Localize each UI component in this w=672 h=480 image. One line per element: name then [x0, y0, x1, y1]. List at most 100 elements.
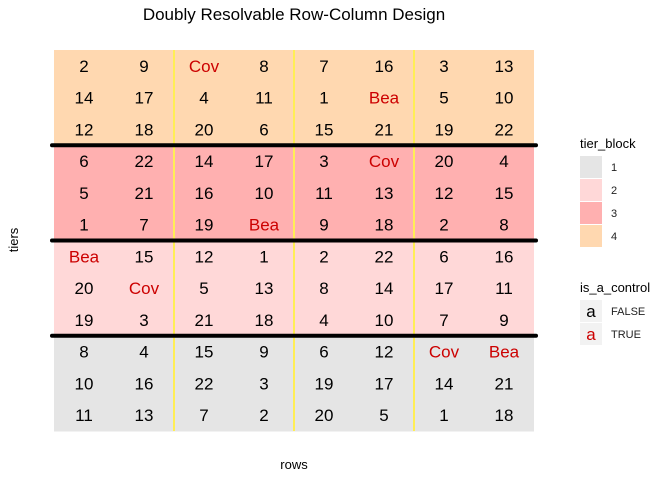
cell-label: 9: [499, 311, 508, 330]
cell-label: 1: [319, 89, 328, 108]
cell-label: 1: [259, 247, 268, 266]
cell-label: Cov: [189, 57, 220, 76]
cell-label: 2: [79, 57, 88, 76]
cell-label: 18: [135, 120, 154, 139]
legend-key-label: 4: [611, 231, 617, 243]
cell-label: 19: [75, 311, 94, 330]
legend-title-tier-block: tier_block: [580, 136, 636, 151]
cell-label: 20: [315, 406, 334, 425]
cell-label: 7: [319, 57, 328, 76]
cell-label: 11: [315, 184, 333, 203]
legend-key-swatch: [580, 179, 602, 201]
cell-label: 4: [319, 311, 328, 330]
cell-label: 20: [75, 279, 94, 298]
cell-label: 5: [439, 89, 448, 108]
cell-label: 22: [375, 247, 394, 266]
cell-label: 16: [495, 247, 514, 266]
cell-label: 8: [499, 216, 508, 235]
cell-label: 9: [319, 216, 328, 235]
legend-key-label: 2: [611, 185, 617, 197]
cell-label: 11: [495, 279, 513, 298]
cell-label: 16: [375, 57, 394, 76]
legend-title-is-a-control: is_a_control: [580, 280, 650, 295]
cell-label: 13: [255, 279, 274, 298]
cell-label: 8: [319, 279, 328, 298]
cell-label: Bea: [249, 216, 280, 235]
cell-label: 6: [79, 152, 88, 171]
cell-label: 17: [255, 152, 274, 171]
cell-label: 20: [195, 120, 214, 139]
cell-label: 19: [195, 216, 214, 235]
cell-label: 18: [375, 216, 394, 235]
cell-label: 4: [199, 89, 208, 108]
cell-label: 13: [135, 406, 154, 425]
cell-label: Cov: [129, 279, 160, 298]
cell-label: 19: [315, 374, 334, 393]
cell-label: 3: [439, 57, 448, 76]
chart-title: Doubly Resolvable Row-Column Design: [143, 5, 445, 24]
legend-key-label: 1: [611, 162, 617, 174]
cell-label: Cov: [429, 343, 460, 362]
cell-label: 6: [259, 120, 268, 139]
cell-label: 6: [439, 247, 448, 266]
cell-label: 18: [255, 311, 274, 330]
cell-label: 13: [375, 184, 394, 203]
cell-label: 9: [139, 57, 148, 76]
cell-label: 13: [495, 57, 514, 76]
legend-key-background: [580, 323, 602, 345]
legend-key-glyph: a: [586, 302, 596, 321]
cell-label: 17: [135, 89, 154, 108]
cell-label: 17: [375, 374, 394, 393]
cell-label: 2: [259, 406, 268, 425]
cell-label: 8: [259, 57, 268, 76]
cell-label: 4: [499, 152, 508, 171]
cell-label: 15: [315, 120, 334, 139]
cell-label: 10: [255, 184, 274, 203]
cell-label: 3: [259, 374, 268, 393]
cell-label: 21: [375, 120, 394, 139]
cell-label: 6: [319, 343, 328, 362]
cell-label: 10: [375, 311, 394, 330]
cell-label: 11: [255, 89, 273, 108]
cell-label: 5: [199, 279, 208, 298]
cell-label: Bea: [369, 89, 400, 108]
cell-label: 15: [135, 247, 154, 266]
x-axis-label: rows: [280, 457, 308, 472]
cell-label: 15: [495, 184, 514, 203]
cell-label: 19: [435, 120, 454, 139]
cell-label: 20: [435, 152, 454, 171]
cell-label: 7: [199, 406, 208, 425]
cell-label: 12: [195, 247, 214, 266]
cell-label: 4: [139, 343, 148, 362]
cell-label: 12: [435, 184, 454, 203]
cell-label: 11: [75, 406, 93, 425]
cell-label: 14: [75, 89, 94, 108]
cell-label: 10: [495, 89, 514, 108]
legend-key-label: FALSE: [611, 306, 645, 318]
cell-label: 15: [195, 343, 214, 362]
legend-key-swatch: [580, 202, 602, 224]
cell-label: 3: [139, 311, 148, 330]
cell-label: 1: [79, 216, 88, 235]
cell-label: 7: [139, 216, 148, 235]
cell-label: 17: [435, 279, 454, 298]
legend-key-background: [580, 300, 602, 322]
cell-label: 3: [319, 152, 328, 171]
cell-label: 22: [495, 120, 514, 139]
cell-label: 16: [195, 184, 214, 203]
cell-label: 21: [195, 311, 214, 330]
legend-key-glyph: a: [586, 325, 596, 344]
cell-label: 16: [135, 374, 154, 393]
cell-label: 21: [135, 184, 154, 203]
cell-label: 14: [435, 374, 454, 393]
cell-label: 2: [439, 216, 448, 235]
cell-label: 12: [375, 343, 394, 362]
cell-label: 22: [135, 152, 154, 171]
cell-label: 14: [375, 279, 394, 298]
legend-key-label: 3: [611, 208, 617, 220]
y-axis-label: tiers: [6, 227, 21, 252]
cell-label: 14: [195, 152, 214, 171]
